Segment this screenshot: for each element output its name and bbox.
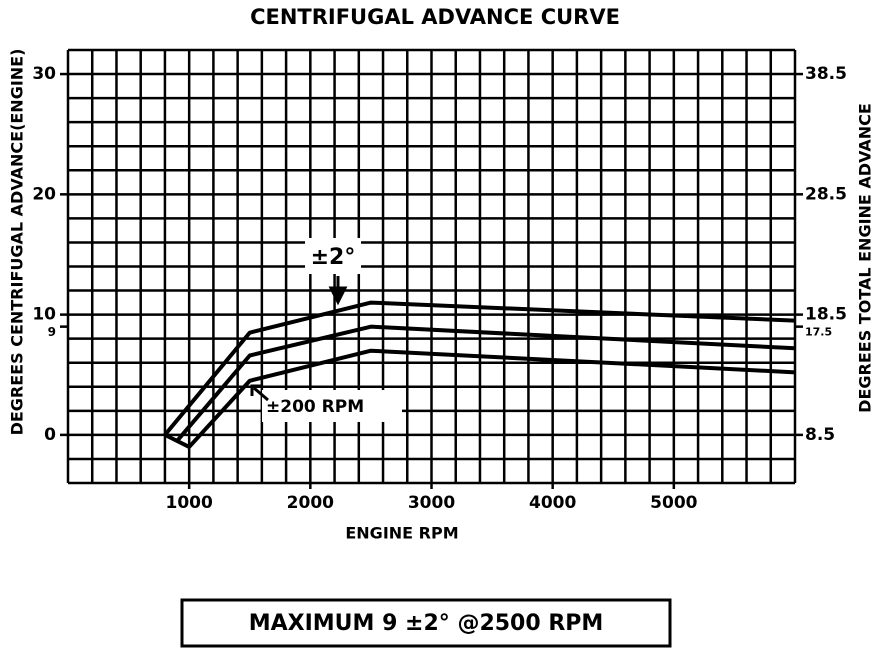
y2-tick-label: 18.5	[805, 305, 847, 325]
annotation-arrow	[250, 384, 269, 402]
x-tick-label: 5000	[650, 493, 697, 513]
x-tick-label: 1000	[166, 493, 213, 513]
y-tick-label: 0	[44, 425, 56, 445]
footer: MAXIMUM 9 ±2° @2500 RPM	[249, 611, 604, 636]
y-tick-label: 9	[48, 325, 56, 339]
curve	[164, 348, 796, 449]
y-tick-label: 10	[32, 305, 56, 325]
chart-title: CENTRIFUGAL ADVANCE CURVE	[250, 5, 620, 29]
annotation-bg	[262, 390, 402, 422]
x-tick-label: 3000	[408, 493, 455, 513]
y2-tick-label: 17.5	[805, 326, 832, 339]
y-axis-label: DEGREES CENTRIFUGAL ADVANCE(ENGINE)	[8, 49, 27, 436]
y2-axis-label: DEGREES TOTAL ENGINE ADVANCE	[856, 103, 875, 413]
y2-tick-label: 28.5	[805, 184, 847, 204]
annotation: ±200 RPM	[266, 397, 364, 417]
y2-tick-label: 38.5	[805, 64, 847, 84]
x-axis-label: ENGINE RPM	[345, 524, 458, 543]
curve	[175, 324, 796, 443]
y2-tick-label: 8.5	[805, 425, 835, 445]
annotation-arrow	[328, 276, 348, 306]
footer-box	[180, 598, 672, 648]
annotation: ±2°	[311, 245, 356, 270]
annotation-bg	[305, 238, 361, 274]
y-tick-label: 30	[32, 64, 56, 84]
curve	[163, 300, 796, 437]
x-tick-label: 2000	[287, 493, 334, 513]
y-tick-label: 20	[32, 184, 56, 204]
x-tick-label: 4000	[529, 493, 576, 513]
